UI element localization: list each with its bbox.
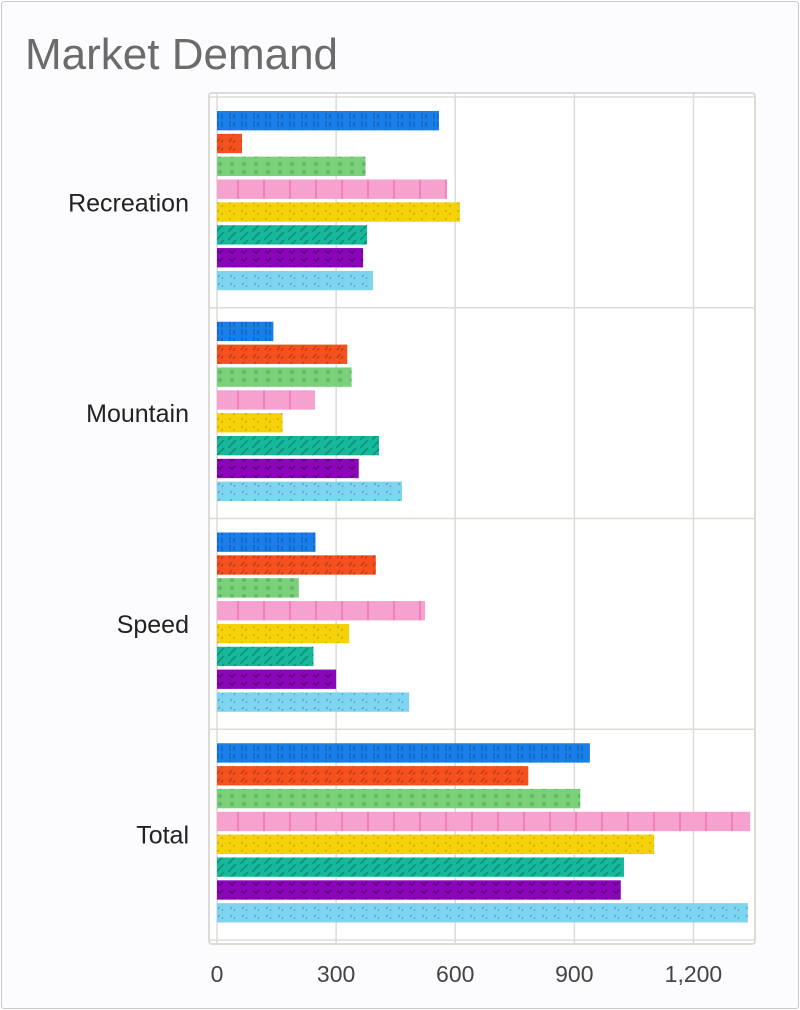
bar-mountain-series-4[interactable] bbox=[217, 390, 316, 410]
bar-total-series-4[interactable] bbox=[217, 811, 751, 832]
bar-recreation-series-1[interactable] bbox=[217, 111, 439, 131]
bar-speed-series-1[interactable] bbox=[217, 532, 316, 552]
bar-mountain-series-7[interactable] bbox=[217, 458, 359, 479]
bar-total-series-1[interactable] bbox=[217, 743, 590, 763]
bar-speed-series-5[interactable] bbox=[217, 623, 350, 644]
bar-speed-series-3[interactable] bbox=[217, 578, 299, 598]
bar-speed-series-6[interactable] bbox=[217, 646, 314, 667]
category-label: Recreation bbox=[68, 189, 189, 217]
bar-recreation-series-6[interactable] bbox=[217, 225, 368, 245]
bar-recreation-series-7[interactable] bbox=[217, 248, 364, 268]
bar-recreation-series-5[interactable] bbox=[217, 202, 460, 222]
bar-speed-series-4[interactable] bbox=[217, 601, 426, 621]
bar-speed-series-7[interactable] bbox=[217, 669, 337, 689]
bar-total-series-7[interactable] bbox=[217, 880, 621, 900]
x-tick-label: 600 bbox=[436, 961, 474, 987]
bar-total-series-3[interactable] bbox=[217, 788, 581, 809]
bar-total-series-5[interactable] bbox=[217, 834, 655, 854]
bar-recreation-series-3[interactable] bbox=[217, 156, 366, 177]
category-label: Total bbox=[136, 822, 189, 850]
x-tick-label: 300 bbox=[317, 961, 355, 987]
bar-mountain-series-5[interactable] bbox=[217, 413, 283, 433]
bar-speed-series-8[interactable] bbox=[217, 692, 410, 712]
bar-mountain-series-1[interactable] bbox=[217, 321, 274, 342]
bar-total-series-8[interactable] bbox=[217, 903, 748, 923]
bar-recreation-series-8[interactable] bbox=[217, 270, 374, 291]
bar-mountain-series-8[interactable] bbox=[217, 481, 403, 501]
chart-title: Market Demand bbox=[25, 30, 339, 79]
x-tick-label: 0 bbox=[211, 961, 224, 987]
bar-speed-series-2[interactable] bbox=[217, 555, 376, 575]
bar-recreation-series-4[interactable] bbox=[217, 179, 447, 199]
category-label: Speed bbox=[117, 611, 189, 639]
bar-mountain-series-6[interactable] bbox=[217, 435, 379, 456]
bar-recreation-series-2[interactable] bbox=[217, 133, 243, 154]
bar-total-series-6[interactable] bbox=[217, 857, 624, 877]
x-tick-label: 1,200 bbox=[665, 961, 723, 987]
bar-mountain-series-2[interactable] bbox=[217, 344, 348, 364]
x-tick-label: 900 bbox=[555, 961, 593, 987]
bar-mountain-series-3[interactable] bbox=[217, 367, 352, 387]
bar-total-series-2[interactable] bbox=[217, 766, 529, 786]
category-label: Mountain bbox=[86, 400, 189, 428]
